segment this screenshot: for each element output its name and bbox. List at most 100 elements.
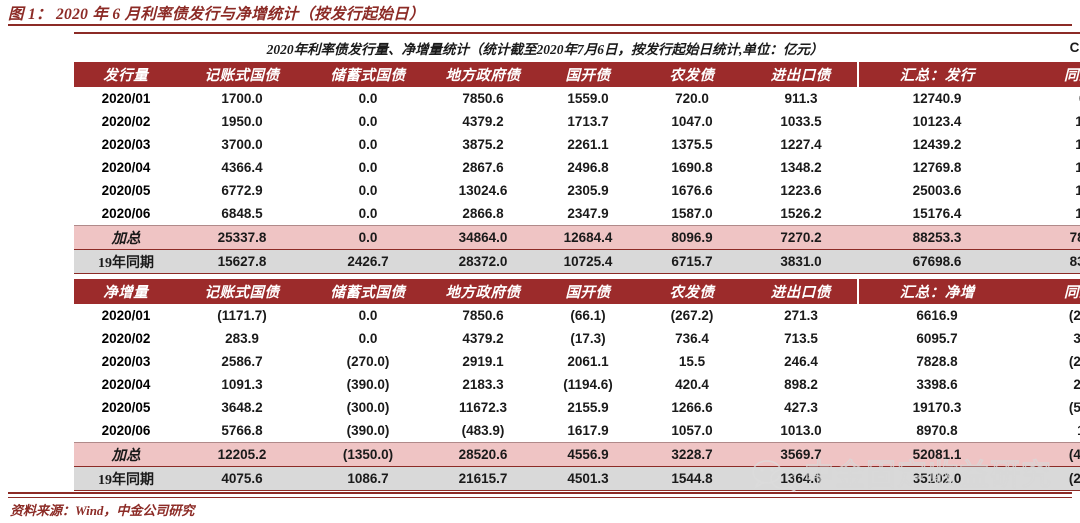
cell-4: 1544.8 [640,466,744,491]
column-header-0[interactable]: 发行量 [74,61,179,87]
cell-5: 246.4 [744,350,858,373]
cell-5: 3569.7 [744,442,858,467]
cell-2: 34864.0 [430,225,536,250]
cell-6: 6616.9 [858,304,1016,327]
cell-0: 6848.5 [178,202,306,226]
table-title: 2020年利率债发行量、净增量统计（统计截至2020年7月6日，按发行起始日统计… [74,32,1016,62]
column-header-2[interactable]: 储蓄式国债 [306,279,431,304]
cell-2: 2919.1 [430,350,536,373]
cell-6: 12439.2 [858,133,1016,156]
cell-2: 2867.6 [430,156,536,179]
column-header-0[interactable]: 净增量 [74,279,179,304]
cell-4: 15.5 [640,350,744,373]
row-label: 2020/02 [74,327,178,350]
net-increase-row-4: 2020/05 3648.2 (300.0) 11672.3 2155.9 1266.6 4… [74,396,1080,419]
column-header-3[interactable]: 地方政府债 [430,61,537,87]
cell-0: 1091.3 [178,373,306,396]
cell-7: (2618.9) [1016,466,1080,491]
cell-7: 2461.2 [1016,373,1080,396]
cell-6: 25003.6 [858,179,1016,202]
cell-1: 0.0 [306,87,430,110]
row-label: 2020/04 [74,373,178,396]
cell-0: 15627.8 [178,249,306,274]
net-increase-total-row: 加总 12205.2 (1350.0) 28520.6 4556.9 3228.7 3569… [74,442,1080,467]
interest-rate-bond-table: 2020年利率债发行量、净增量统计（统计截至2020年7月6日，按发行起始日统计… [74,32,1080,491]
cell-5: 1526.2 [744,202,858,226]
cell-4: 1375.5 [640,133,744,156]
cell-1: 2426.7 [306,249,430,274]
cell-4: 1676.6 [640,179,744,202]
cell-7: 17555 [1016,110,1080,133]
cell-4: 1266.6 [640,396,744,419]
cell-2: 28520.6 [430,442,536,467]
row-label: 2020/05 [74,179,178,202]
cell-0: 25337.8 [178,225,306,250]
cell-7: 13588 [1016,156,1080,179]
column-header-5[interactable]: 农发债 [640,61,745,87]
cell-1: 0.0 [306,202,430,226]
cell-6: 8970.8 [858,419,1016,443]
column-header-3[interactable]: 地方政府债 [430,279,537,304]
row-label: 2020/03 [74,350,178,373]
cell-3: 4556.9 [536,442,640,467]
row-label: 2020/06 [74,419,178,443]
cell-2: 7850.6 [430,304,536,327]
cell-2: (483.9) [430,419,536,443]
column-header-1[interactable]: 记账式国债 [178,61,307,87]
cell-6: 15176.4 [858,202,1016,226]
cell-7: 6380 [1016,87,1080,110]
row-label: 19年同期 [74,249,178,274]
bottom-divider [8,492,1072,498]
cell-7: 3032.8 [1016,327,1080,350]
cell-6: 12769.8 [858,156,1016,179]
cell-3: 1617.9 [536,419,640,443]
cell-3: 2155.9 [536,396,640,419]
column-header-4[interactable]: 国开债 [536,61,641,87]
net-increase-row-2: 2020/03 2586.7 (270.0) 2919.1 2061.1 15.5 246.… [74,350,1080,373]
cell-0: 3648.2 [178,396,306,419]
cell-5: 1013.0 [744,419,858,443]
cell-2: 21615.7 [430,466,536,491]
column-header-6[interactable]: 进出口债 [744,279,859,304]
cell-6: 10123.4 [858,110,1016,133]
column-header-8[interactable]: 同业存单 [1016,279,1080,304]
cell-7: (2382.1) [1016,304,1080,327]
column-header-7[interactable]: 汇总：发行 [858,61,1017,87]
column-header-1[interactable]: 记账式国债 [178,279,307,304]
issuance-total-row: 加总 25337.8 0.0 34864.0 12684.4 8096.9 7270.2 88… [74,225,1080,250]
issuance-row-2: 2020/03 3700.0 0.0 3875.2 2261.1 1375.5 1227.4… [74,133,1080,156]
source-note: 资料来源：Wind，中金公司研究 [10,503,195,518]
cell-5: 271.3 [744,304,858,327]
net-increase-row-0: 2020/01 (1171.7) 0.0 7850.6 (66.1) (267.2) 271… [74,304,1080,327]
cell-4: 8096.9 [640,225,744,250]
cell-2: 11672.3 [430,396,536,419]
column-header-5[interactable]: 农发债 [640,279,745,304]
cell-7: 13602 [1016,202,1080,226]
issuance-row-1: 2020/02 1950.0 0.0 4379.2 1713.7 1047.0 1033.5… [74,110,1080,133]
cell-7: 10612 [1016,179,1080,202]
issuance-row-0: 2020/01 1700.0 0.0 7850.6 1559.0 720.0 911.3 12… [74,87,1080,110]
net-increase-row-5: 2020/06 5766.8 (390.0) (483.9) 1617.9 1057.0 1… [74,419,1080,443]
column-header-2[interactable]: 储蓄式国债 [306,61,431,87]
cell-3: 4501.3 [536,466,640,491]
column-header-7[interactable]: 汇总：净增 [858,279,1017,304]
cell-4: (267.2) [640,304,744,327]
issuance-row-3: 2020/04 4366.4 0.0 2867.6 2496.8 1690.8 1348.2… [74,156,1080,179]
column-header-8[interactable]: 同业存单 [1016,61,1080,87]
cell-7: (4957.6) [1016,442,1080,467]
column-header-4[interactable]: 国开债 [536,279,641,304]
cell-3: 2347.9 [536,202,640,226]
cell-0: 12205.2 [178,442,306,467]
cell-5: 1227.4 [744,133,858,156]
cell-0: 4075.6 [178,466,306,491]
row-label: 2020/01 [74,87,178,110]
cell-0: 283.9 [178,327,306,350]
cell-4: 420.4 [640,373,744,396]
cell-5: 1364.6 [744,466,858,491]
column-header-6[interactable]: 进出口债 [744,61,859,87]
cell-3: 2496.8 [536,156,640,179]
cell-5: 3831.0 [744,249,858,274]
cell-0: 1950.0 [178,110,306,133]
